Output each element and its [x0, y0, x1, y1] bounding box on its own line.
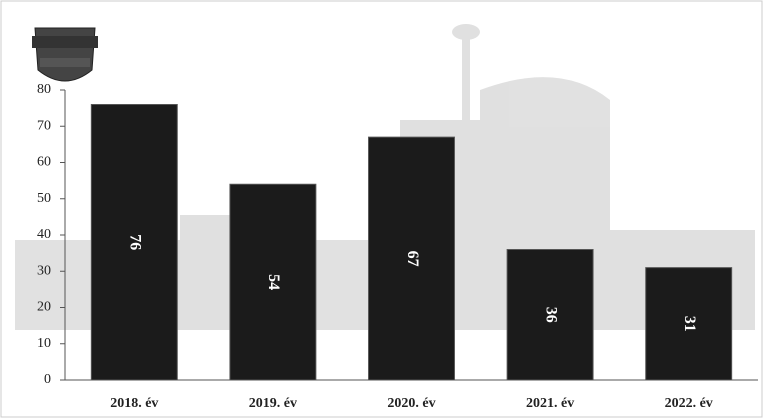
y-tick-label: 50 [37, 191, 51, 206]
bar [506, 249, 594, 381]
bar [645, 267, 733, 381]
bar [229, 183, 317, 381]
y-tick-label: 10 [37, 336, 51, 351]
y-tick-label: 30 [37, 263, 51, 278]
x-tick-label: 2020. év [387, 396, 435, 411]
bar [90, 104, 178, 381]
y-tick-label: 60 [37, 155, 51, 170]
x-tick-label: 2022. év [665, 396, 713, 411]
x-tick-label: 2018. év [110, 396, 158, 411]
value-label: 54 [265, 274, 282, 290]
y-tick-label: 80 [37, 82, 51, 97]
x-tick-label: 2021. év [526, 396, 574, 411]
y-tick-label: 20 [37, 300, 51, 315]
bar [368, 136, 455, 381]
y-tick-label: 40 [37, 227, 51, 242]
logo [32, 27, 98, 82]
value-label: 67 [404, 251, 421, 267]
y-tick-label: 70 [37, 118, 51, 133]
value-label: 36 [542, 307, 559, 323]
value-label: 76 [127, 234, 144, 250]
y-tick-label: 0 [44, 372, 51, 387]
value-label: 31 [681, 316, 698, 332]
x-tick-label: 2019. év [249, 396, 297, 411]
